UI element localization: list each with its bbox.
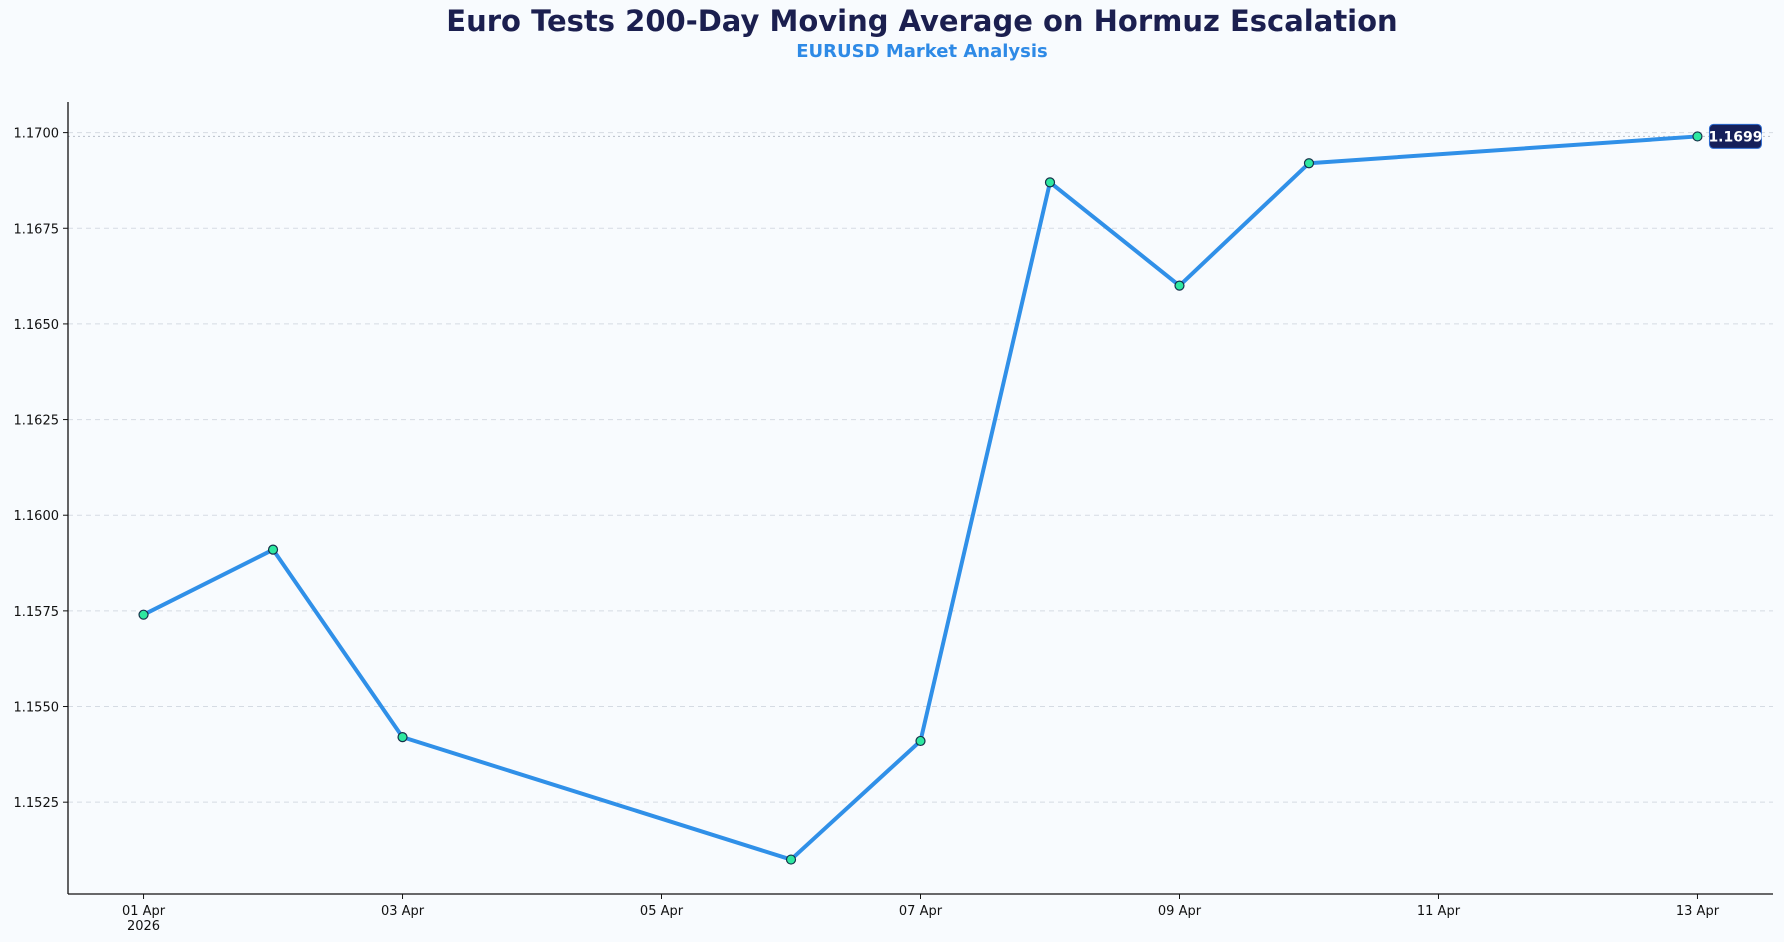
x-tick-label: 07 Apr bbox=[899, 904, 943, 919]
data-point bbox=[1044, 177, 1056, 188]
y-tick-label: 1.1650 bbox=[14, 318, 60, 333]
y-tick-label: 1.1675 bbox=[14, 222, 60, 237]
x-tick-label: 03 Apr bbox=[381, 904, 425, 919]
x-tick-label: 05 Apr bbox=[640, 904, 684, 919]
data-point bbox=[1692, 131, 1703, 142]
data-point bbox=[1303, 158, 1315, 169]
y-tick-label: 1.1600 bbox=[14, 509, 60, 524]
y-tick-label: 1.1625 bbox=[14, 414, 60, 429]
x-tick-label: 13 Apr bbox=[1676, 904, 1720, 919]
x-tick-label: 01 Apr bbox=[122, 904, 166, 919]
chart-subtitle: EURUSD Market Analysis bbox=[796, 41, 1048, 62]
y-tick-label: 1.1550 bbox=[14, 701, 60, 716]
data-point bbox=[397, 732, 408, 743]
x-tick-label: 11 Apr bbox=[1417, 904, 1461, 919]
data-point bbox=[267, 544, 279, 555]
last-value-label: 1.1699 bbox=[1708, 129, 1762, 145]
data-point bbox=[915, 735, 926, 747]
y-tick-label: 1.1700 bbox=[14, 127, 60, 142]
y-tick-label: 1.1575 bbox=[14, 605, 60, 620]
data-point bbox=[1174, 280, 1185, 291]
data-point bbox=[785, 854, 797, 865]
data-point bbox=[138, 609, 149, 620]
x-tick-label: 09 Apr bbox=[1158, 904, 1202, 919]
last-value-badge bbox=[1708, 123, 1762, 149]
series-line bbox=[142, 134, 1698, 862]
chart-title: Euro Tests 200-Day Moving Average on Hor… bbox=[446, 4, 1398, 38]
y-tick-label: 1.1525 bbox=[14, 796, 60, 811]
x-tick-sublabel: 2026 bbox=[127, 919, 160, 934]
